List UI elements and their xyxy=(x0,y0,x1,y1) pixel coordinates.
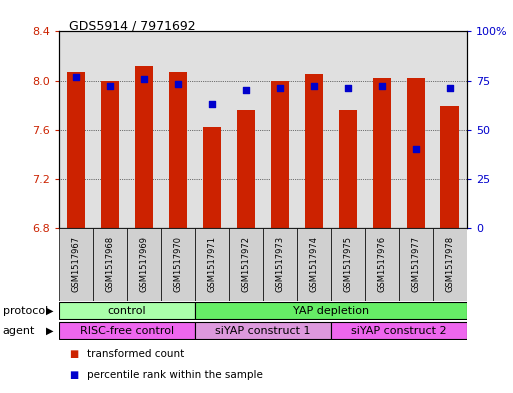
Bar xyxy=(67,72,85,228)
Bar xyxy=(297,228,331,301)
Text: ▶: ▶ xyxy=(46,306,54,316)
Text: agent: agent xyxy=(3,325,35,336)
Bar xyxy=(339,110,357,228)
Bar xyxy=(263,228,297,301)
Text: control: control xyxy=(108,306,146,316)
Bar xyxy=(365,228,399,301)
Bar xyxy=(161,228,195,301)
Point xyxy=(72,73,80,80)
Text: GSM1517977: GSM1517977 xyxy=(411,236,420,292)
Point xyxy=(174,81,182,88)
Bar xyxy=(59,322,195,339)
Bar xyxy=(372,78,391,228)
Bar xyxy=(169,72,187,228)
Text: GSM1517976: GSM1517976 xyxy=(378,236,386,292)
Text: GSM1517970: GSM1517970 xyxy=(173,236,183,292)
Point xyxy=(106,83,114,90)
Bar xyxy=(59,228,93,301)
Text: siYAP construct 2: siYAP construct 2 xyxy=(351,325,447,336)
Text: transformed count: transformed count xyxy=(87,349,185,359)
Point xyxy=(208,101,216,107)
Bar xyxy=(195,228,229,301)
Text: GSM1517978: GSM1517978 xyxy=(445,236,455,292)
Point xyxy=(446,85,454,92)
Bar xyxy=(399,228,433,301)
Bar xyxy=(331,228,365,301)
Bar xyxy=(331,322,467,339)
Text: YAP depletion: YAP depletion xyxy=(293,306,369,316)
Text: GSM1517974: GSM1517974 xyxy=(309,236,319,292)
Text: GSM1517973: GSM1517973 xyxy=(275,236,284,292)
Bar xyxy=(93,228,127,301)
Point xyxy=(344,85,352,92)
Text: GSM1517967: GSM1517967 xyxy=(71,236,81,292)
Bar xyxy=(195,322,331,339)
Text: RISC-free control: RISC-free control xyxy=(80,325,174,336)
Bar xyxy=(229,228,263,301)
Text: GSM1517972: GSM1517972 xyxy=(242,236,250,292)
Text: siYAP construct 1: siYAP construct 1 xyxy=(215,325,311,336)
Bar xyxy=(270,81,289,228)
Bar xyxy=(433,228,467,301)
Bar xyxy=(305,74,323,228)
Point xyxy=(140,75,148,82)
Point xyxy=(412,146,420,152)
Text: GSM1517975: GSM1517975 xyxy=(343,236,352,292)
Point xyxy=(276,85,284,92)
Bar xyxy=(441,107,459,228)
Point xyxy=(378,83,386,90)
Text: GSM1517971: GSM1517971 xyxy=(207,236,216,292)
Bar xyxy=(236,110,255,228)
Bar xyxy=(195,302,467,320)
Text: GDS5914 / 7971692: GDS5914 / 7971692 xyxy=(69,20,196,33)
Bar xyxy=(203,127,221,228)
Text: ▶: ▶ xyxy=(46,325,54,336)
Text: percentile rank within the sample: percentile rank within the sample xyxy=(87,370,263,380)
Text: GSM1517969: GSM1517969 xyxy=(140,236,148,292)
Bar xyxy=(134,66,153,228)
Text: protocol: protocol xyxy=(3,306,48,316)
Point xyxy=(242,87,250,94)
Bar xyxy=(59,302,195,320)
Text: ■: ■ xyxy=(69,349,78,359)
Bar xyxy=(101,81,120,228)
Text: ■: ■ xyxy=(69,370,78,380)
Bar xyxy=(406,78,425,228)
Bar xyxy=(127,228,161,301)
Point xyxy=(310,83,318,90)
Text: GSM1517968: GSM1517968 xyxy=(106,236,114,292)
